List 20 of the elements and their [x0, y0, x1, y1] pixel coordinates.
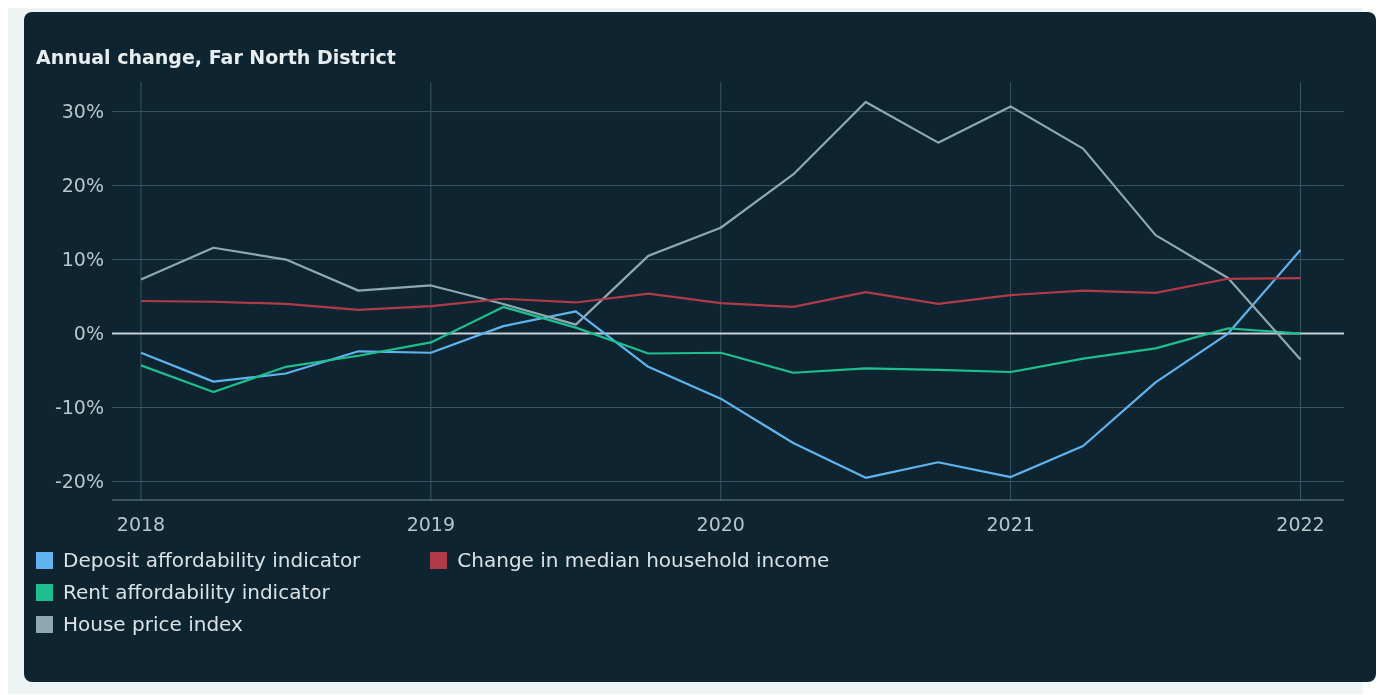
y-tick-label: 20% [61, 174, 104, 197]
legend-label: House price index [63, 612, 243, 636]
x-tick-label: 2020 [696, 513, 745, 536]
x-tick-label: 2019 [406, 513, 456, 536]
legend-label: Deposit affordability indicator [63, 548, 361, 572]
x-tick-label: 2021 [986, 513, 1035, 536]
y-tick-label: -10% [54, 396, 104, 419]
x-tick-label: 2022 [1276, 513, 1325, 536]
y-tick-label: 30% [61, 100, 104, 123]
y-tick-label: 10% [61, 248, 104, 271]
line-series [139, 248, 1302, 479]
line-series [139, 276, 1302, 311]
legend-label: Rent affordability indicator [63, 580, 330, 604]
line-series [139, 100, 1302, 361]
line-series [139, 305, 1302, 394]
y-tick-label: 0% [73, 322, 104, 345]
y-tick-label: -20% [54, 470, 104, 493]
chart-title: Annual change, Far North District [36, 46, 397, 68]
x-tick-label: 2018 [116, 513, 166, 536]
legend-label: Change in median household income [457, 548, 830, 572]
